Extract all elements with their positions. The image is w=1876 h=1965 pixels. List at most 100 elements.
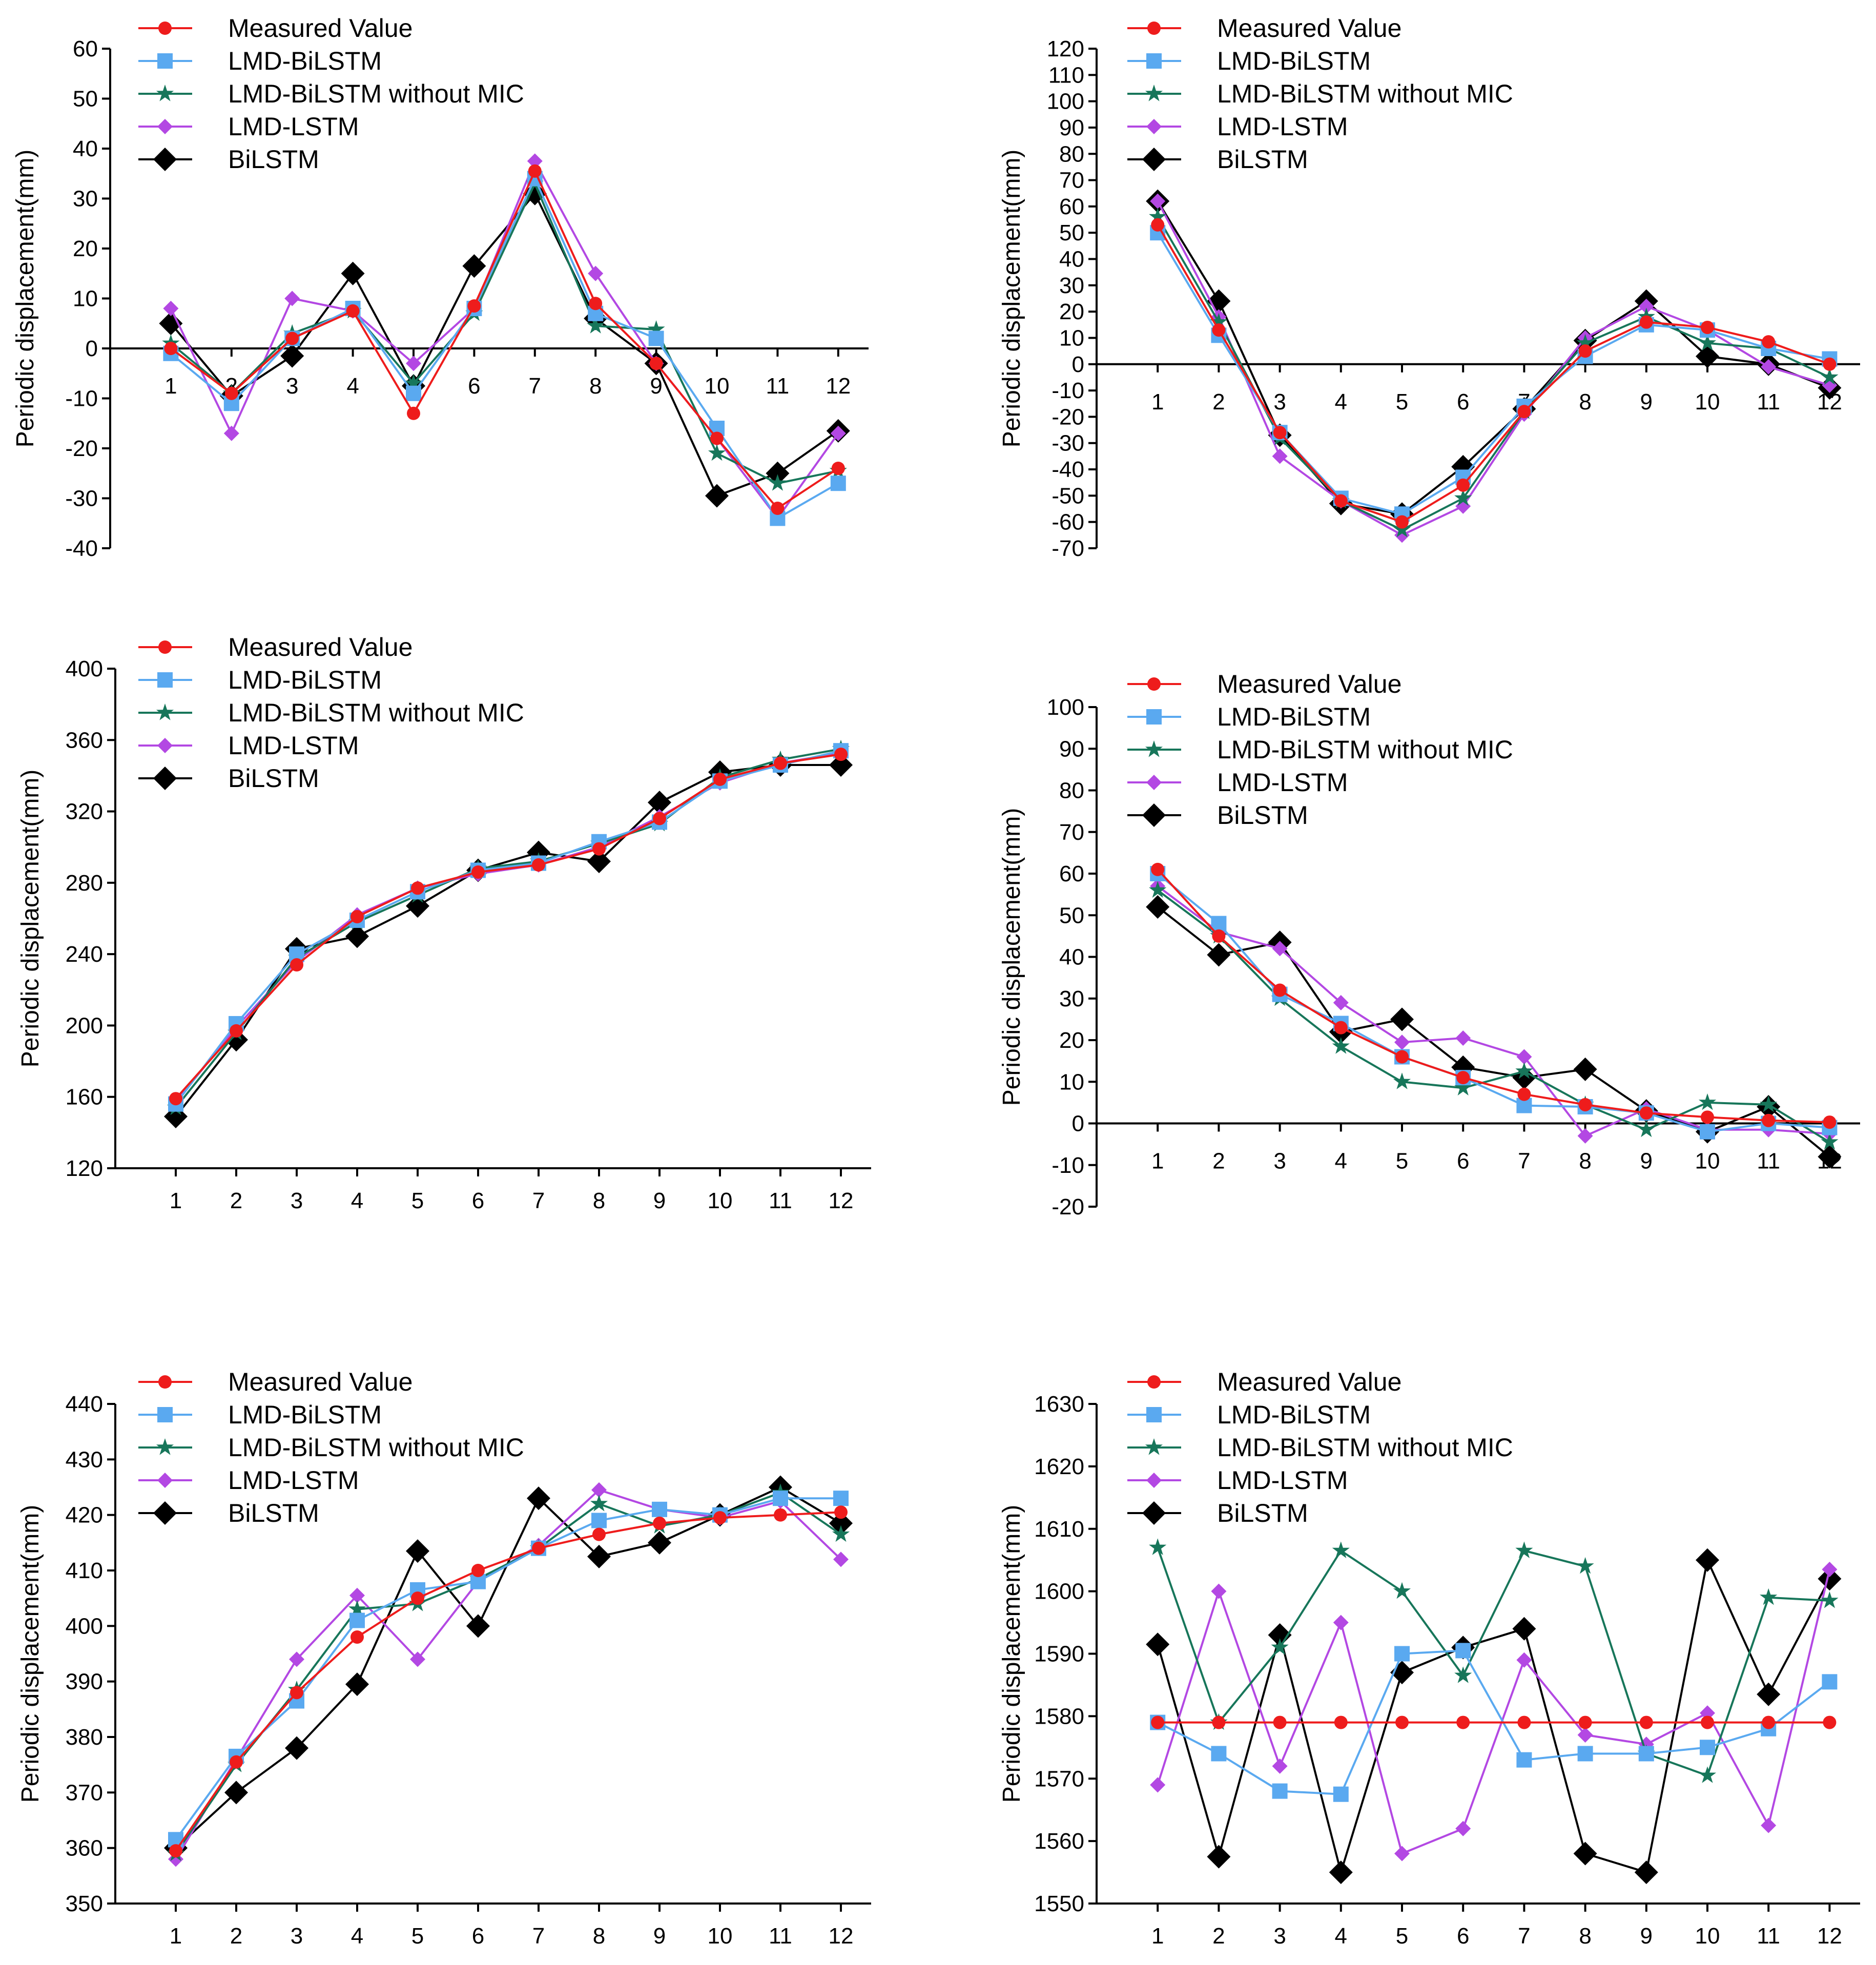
x-tick-label: 2 (1212, 389, 1225, 415)
legend-entry-lmd-bilstm-without-mic: LMD-BiLSTM without MIC (228, 79, 524, 108)
series-lmd-bilstm-without-mic (1149, 881, 1839, 1150)
data-point (1334, 1021, 1348, 1035)
y-axis-label: Periodic displacement(mm) (12, 150, 39, 448)
y-tick-label: -40 (1052, 457, 1084, 482)
x-tick-label: 9 (1640, 1923, 1653, 1949)
data-point (592, 1527, 606, 1541)
x-tick-label: 12 (829, 1188, 854, 1213)
data-point (1761, 359, 1777, 375)
y-tick-label: -10 (1052, 1153, 1084, 1178)
data-point (1212, 929, 1226, 943)
legend: Measured Value LMD-BiLSTM LMD-BiLSTM witho… (138, 633, 524, 793)
data-point (1395, 515, 1409, 529)
x-tick-label: 8 (1579, 389, 1591, 415)
y-tick-label: 120 (66, 1156, 103, 1181)
data-point (1211, 1746, 1227, 1762)
x-tick-label: 8 (1579, 1923, 1591, 1949)
y-tick-label: 70 (1059, 820, 1084, 845)
data-point (1394, 527, 1410, 543)
chart-panel-2: -70-60-50-40-30-20-100102030405060708090… (998, 14, 1860, 561)
data-point (653, 812, 666, 825)
data-point (1272, 941, 1288, 957)
x-tick-label: 8 (1579, 1149, 1591, 1174)
legend-marker (156, 85, 174, 101)
legend-marker (1145, 85, 1163, 101)
y-axis-label: Periodic displacement(mm) (998, 1505, 1025, 1803)
x-tick-label: 9 (650, 374, 662, 399)
legend-entry-bilstm: BiLSTM (228, 145, 319, 174)
data-point (1762, 1113, 1776, 1127)
legend-entry-lmd-lstm: LMD-LSTM (228, 1466, 359, 1495)
legend-entry-measured-value: Measured Value (228, 633, 413, 661)
x-tick-label: 9 (653, 1188, 666, 1213)
data-point (1149, 1538, 1167, 1555)
chart-panel-3: 120 160 200 240 280 320 360 400 Periodic displac… (17, 633, 871, 1213)
series-line-lmd-bilstm-without-mic (170, 181, 839, 485)
series-bilstm (159, 181, 850, 508)
series-lmd-bilstm-without-mic (167, 1483, 850, 1861)
data-point (1516, 1752, 1532, 1768)
y-tick-label: 40 (1059, 945, 1084, 970)
series-line-lmd-bilstm-without-mic (175, 748, 841, 1108)
chart-panel-6: 155015601570158015901600161016201630Peri… (998, 1368, 1860, 1949)
legend-marker (1147, 22, 1161, 35)
x-tick-label: 1 (1151, 389, 1164, 415)
series-lmd-bilstm (1150, 866, 1838, 1140)
legend-marker (1145, 1438, 1163, 1455)
legend-marker (1146, 1473, 1162, 1488)
legend-entry-measured-value: Measured Value (1217, 670, 1401, 698)
data-point (1576, 1557, 1594, 1574)
data-point (1639, 1106, 1653, 1120)
x-tick-label: 8 (593, 1188, 605, 1213)
data-point (1211, 1583, 1227, 1599)
y-tick-label: 100 (1047, 89, 1084, 114)
data-point (406, 1539, 429, 1563)
data-point (1394, 1035, 1410, 1050)
data-point (224, 386, 238, 400)
data-point (1517, 1715, 1531, 1729)
data-point (1151, 1715, 1165, 1729)
legend-entry-lmd-bilstm: LMD-BiLSTM (1217, 47, 1371, 75)
data-point (406, 385, 421, 401)
legend-marker (1146, 775, 1162, 790)
data-point (1696, 344, 1719, 368)
x-tick-label: 11 (766, 374, 790, 399)
legend-marker (158, 1375, 172, 1389)
y-tick-label: 10 (73, 286, 98, 312)
data-point (1272, 1758, 1288, 1774)
data-point (588, 265, 604, 281)
series-line-measured-value (175, 753, 841, 1100)
legend-marker (1142, 803, 1166, 827)
series-line-lmd-bilstm-without-mic (1157, 216, 1830, 531)
y-tick-label: 1620 (1034, 1454, 1084, 1479)
data-point (774, 1508, 787, 1522)
x-tick-label: 1 (170, 1188, 182, 1213)
series-lmd-bilstm-without-mic (167, 739, 850, 1115)
y-tick-label: 1580 (1034, 1704, 1084, 1729)
y-tick-label: 80 (1059, 778, 1084, 803)
data-point (1146, 1632, 1170, 1657)
x-tick-label: 1 (164, 374, 177, 399)
data-point (159, 312, 183, 336)
data-point (1517, 1087, 1531, 1101)
legend-entry-lmd-lstm: LMD-LSTM (228, 112, 359, 141)
y-tick-label: 1570 (1034, 1766, 1084, 1791)
x-tick-label: 6 (468, 374, 480, 399)
data-point (345, 1672, 369, 1697)
data-point (771, 502, 785, 515)
data-point (1578, 1098, 1592, 1111)
x-tick-label: 7 (1518, 1149, 1530, 1174)
data-point (290, 958, 303, 972)
x-tick-label: 9 (1640, 389, 1653, 415)
x-tick-label: 8 (589, 374, 602, 399)
series-measured-value (1151, 862, 1837, 1129)
y-tick-label: 380 (66, 1725, 103, 1750)
y-tick-label: 80 (1059, 141, 1084, 167)
data-point (404, 374, 423, 391)
data-point (1394, 1846, 1410, 1861)
data-point (1390, 1007, 1414, 1031)
legend-entry-lmd-bilstm: LMD-BiLSTM (1217, 1400, 1371, 1429)
y-tick-label: 60 (1059, 861, 1084, 886)
series-line-lmd-lstm (1157, 885, 1830, 1137)
series-line-lmd-bilstm (170, 176, 839, 520)
